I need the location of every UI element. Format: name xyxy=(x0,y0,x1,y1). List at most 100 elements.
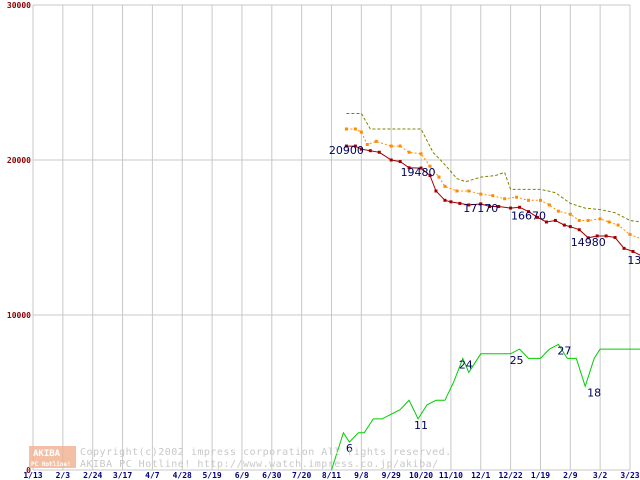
series-min-price-point xyxy=(631,249,635,253)
series-average-price-point xyxy=(374,139,378,143)
x-tick-label: 2/24 xyxy=(83,471,102,480)
x-tick-label: 12/1 xyxy=(471,471,490,480)
series-average-price-point xyxy=(556,209,560,213)
series-average-price-point xyxy=(437,175,441,179)
series-average-price-point xyxy=(365,143,369,146)
y-axis: 0 10000 20000 30000 xyxy=(7,1,31,475)
series-min-price-point xyxy=(458,201,462,205)
series-min-price-point xyxy=(622,246,626,250)
series-min-price-point xyxy=(535,215,539,219)
series-min-price-point xyxy=(428,174,432,177)
data-label: 13800 xyxy=(627,254,640,267)
x-tick-label: 10/20 xyxy=(409,471,433,480)
series-min-price-point xyxy=(518,205,522,209)
series-min-price-point xyxy=(368,149,372,153)
series-min-price-point xyxy=(479,202,483,206)
series-min-price-point xyxy=(527,210,531,214)
series-min-price-point xyxy=(377,150,381,154)
series-min-price-point xyxy=(449,200,453,204)
y-tick-label: 30000 xyxy=(7,1,31,10)
series-min-price-point xyxy=(419,166,423,170)
series-min-price-point xyxy=(353,144,357,148)
x-tick-label: 8/11 xyxy=(322,471,341,480)
y-tick-label: 10000 xyxy=(7,311,31,320)
x-tick-label: 2/9 xyxy=(563,471,578,480)
data-label: 6 xyxy=(346,442,353,455)
series-min-price-point xyxy=(389,158,393,162)
series-average-price-point xyxy=(344,127,348,131)
x-tick-label: 2/3 xyxy=(56,471,71,480)
series-min-price-point xyxy=(586,236,590,240)
series-average-price-line xyxy=(346,128,640,239)
series-min-price-point xyxy=(553,218,557,222)
series-average-price-point xyxy=(628,232,632,236)
series-average-price-point xyxy=(491,194,495,198)
data-label: 17170 xyxy=(463,202,498,215)
series-average-price-point xyxy=(586,218,590,222)
x-tick-label: 9/8 xyxy=(354,471,369,480)
series-average-price-point xyxy=(353,127,357,131)
series-average-price-point xyxy=(443,184,447,188)
series-average-price-point xyxy=(547,203,551,207)
series-average-price-point xyxy=(398,144,402,148)
series-average-price-point xyxy=(389,144,393,148)
series-average-price-point xyxy=(598,217,602,221)
series-min-price-point xyxy=(359,147,363,151)
x-tick-label: 6/30 xyxy=(262,471,281,480)
x-tick-label: 9/29 xyxy=(382,471,401,480)
series-min-price-point xyxy=(443,198,447,202)
series-min-price-point xyxy=(562,223,566,227)
x-axis: 1/13 2/3 2/24 3/17 4/7 4/28 5/19 6/9 6/30 7/20 8/1… xyxy=(23,471,639,480)
x-tick-label: 3/2 xyxy=(593,471,608,480)
x-tick-label: 3/23 xyxy=(620,471,639,480)
series-average-price-point xyxy=(467,189,471,193)
x-tick-label: 4/28 xyxy=(173,471,192,480)
series-average-price-point xyxy=(577,218,581,222)
series-average-price-point xyxy=(527,198,531,202)
series-average-price-point xyxy=(359,130,363,134)
x-tick-label: 11/10 xyxy=(439,471,463,480)
copyright-text: Copyright(c)2002 impress corporation All… xyxy=(80,447,452,458)
series-min-price-point xyxy=(509,206,513,210)
series-average-price-point xyxy=(538,198,542,202)
akiba-logo xyxy=(29,446,76,468)
series-average-price-point xyxy=(607,220,611,224)
y-tick-label: 0 xyxy=(26,466,31,475)
series-min-price-point xyxy=(467,203,471,207)
akiba-logo-text: AKIBA xyxy=(33,449,61,459)
series-min-price-point xyxy=(613,236,617,239)
series-min-price-point xyxy=(497,205,501,208)
series-min-price-point xyxy=(398,160,402,164)
series-average-price-point xyxy=(479,192,483,196)
series-min-price-point xyxy=(488,205,492,208)
x-tick-label: 1/13 xyxy=(23,471,42,480)
series-min-price-point xyxy=(568,225,572,229)
series-min-price-point xyxy=(344,144,348,148)
series-min-price-point xyxy=(407,166,411,170)
data-label: 24 xyxy=(459,358,473,371)
data-label: 16670 xyxy=(511,210,546,223)
series-layer xyxy=(331,113,640,471)
x-tick-label: 4/7 xyxy=(145,471,160,480)
series-max-price-line xyxy=(346,113,640,223)
series-average-price-point xyxy=(503,197,507,201)
data-label: 18 xyxy=(587,386,601,399)
data-label: 14980 xyxy=(571,236,606,249)
series-min-price-point xyxy=(544,220,548,224)
x-tick-label: 6/9 xyxy=(235,471,250,480)
site-url-text: AKIBA PC Hotline! http://www.watch.impre… xyxy=(80,459,439,470)
data-label: 27 xyxy=(557,344,571,357)
data-labels: 20900 19480 17170 16670 14980 13800 6 11 24 25 27 1… xyxy=(329,144,640,455)
grid xyxy=(32,4,631,471)
data-label: 20900 xyxy=(329,144,364,157)
x-tick-label: 3/17 xyxy=(113,471,132,480)
series-average-price-point xyxy=(407,150,411,154)
series-min-price-point xyxy=(595,234,599,238)
akiba-logo-subtext: PC Hotline! xyxy=(31,461,71,468)
series-average-price-point xyxy=(616,223,620,227)
series-min-price-point xyxy=(577,228,581,232)
series-average-price-point xyxy=(515,195,519,199)
series-average-price-point xyxy=(568,212,572,216)
series-average-price-point xyxy=(419,152,423,156)
x-tick-label: 5/19 xyxy=(202,471,221,480)
